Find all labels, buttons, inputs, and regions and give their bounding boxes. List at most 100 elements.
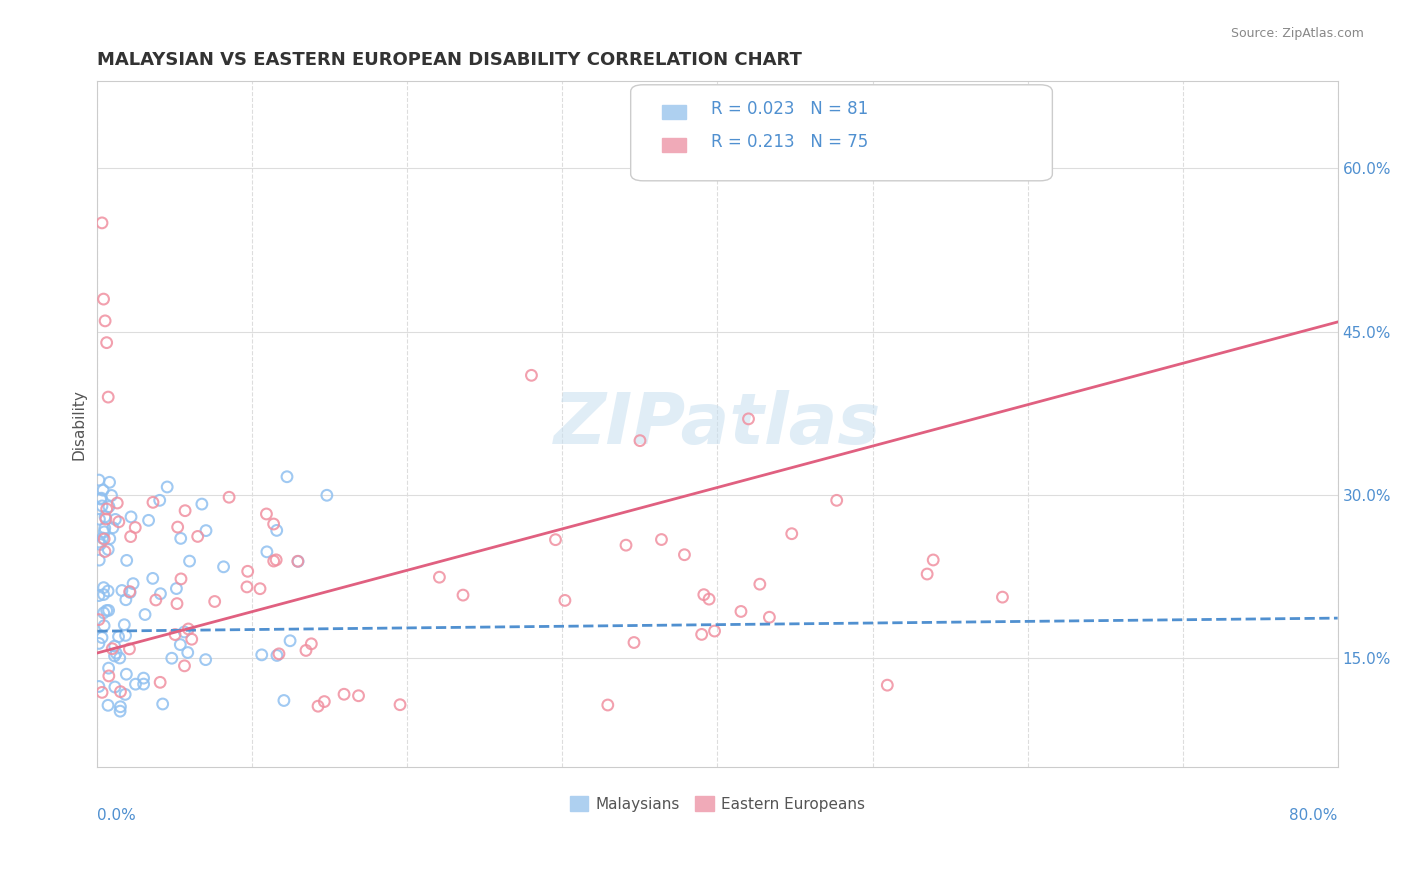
Eastern Europeans bbox=[267, 647, 290, 661]
Malaysians bbox=[134, 607, 156, 622]
FancyBboxPatch shape bbox=[631, 85, 1052, 181]
Malaysians bbox=[111, 583, 134, 598]
Malaysians bbox=[91, 483, 114, 497]
Malaysians bbox=[165, 582, 187, 596]
Eastern Europeans bbox=[180, 632, 202, 647]
Malaysians bbox=[87, 589, 110, 603]
Eastern Europeans bbox=[693, 588, 716, 602]
Eastern Europeans bbox=[614, 538, 637, 552]
Malaysians bbox=[89, 512, 111, 526]
Eastern Europeans bbox=[166, 520, 188, 534]
Malaysians bbox=[93, 588, 115, 602]
Malaysians bbox=[93, 606, 115, 620]
Malaysians bbox=[91, 631, 114, 645]
Eastern Europeans bbox=[758, 610, 780, 624]
Eastern Europeans bbox=[236, 580, 259, 594]
Eastern Europeans bbox=[264, 553, 287, 567]
Malaysians bbox=[138, 513, 160, 527]
Eastern Europeans bbox=[97, 669, 120, 683]
Eastern Europeans bbox=[520, 368, 543, 383]
Malaysians bbox=[104, 512, 127, 526]
Malaysians bbox=[97, 661, 120, 675]
FancyBboxPatch shape bbox=[662, 138, 686, 152]
Eastern Europeans bbox=[737, 412, 759, 426]
Malaysians bbox=[87, 680, 110, 694]
Malaysians bbox=[266, 524, 288, 538]
Malaysians bbox=[266, 648, 288, 663]
Malaysians bbox=[195, 524, 218, 538]
Legend: Malaysians, Eastern Europeans: Malaysians, Eastern Europeans bbox=[564, 789, 872, 818]
Malaysians bbox=[93, 524, 115, 539]
Eastern Europeans bbox=[263, 516, 285, 531]
Malaysians bbox=[112, 617, 135, 632]
Eastern Europeans bbox=[314, 695, 336, 709]
Eastern Europeans bbox=[94, 314, 117, 328]
Malaysians bbox=[256, 545, 278, 559]
Malaysians bbox=[132, 671, 155, 685]
Malaysians bbox=[124, 677, 146, 691]
Eastern Europeans bbox=[124, 520, 146, 534]
Eastern Europeans bbox=[780, 526, 803, 541]
Malaysians bbox=[97, 542, 120, 557]
Malaysians bbox=[89, 537, 111, 551]
Eastern Europeans bbox=[876, 678, 898, 692]
Eastern Europeans bbox=[204, 594, 226, 608]
Malaysians bbox=[91, 499, 114, 513]
Eastern Europeans bbox=[142, 495, 165, 509]
Eastern Europeans bbox=[307, 699, 329, 714]
Malaysians bbox=[273, 693, 295, 707]
Malaysians bbox=[93, 581, 115, 595]
Eastern Europeans bbox=[703, 624, 725, 638]
Eastern Europeans bbox=[108, 515, 131, 529]
Eastern Europeans bbox=[173, 658, 195, 673]
Malaysians bbox=[103, 648, 125, 663]
Malaysians bbox=[97, 603, 120, 617]
Malaysians bbox=[179, 554, 201, 568]
Eastern Europeans bbox=[118, 584, 141, 599]
Eastern Europeans bbox=[922, 553, 945, 567]
Eastern Europeans bbox=[91, 685, 114, 699]
Malaysians bbox=[110, 699, 132, 714]
Malaysians bbox=[173, 624, 195, 639]
Eastern Europeans bbox=[218, 490, 240, 504]
Malaysians bbox=[104, 639, 127, 653]
Y-axis label: Disability: Disability bbox=[72, 389, 86, 459]
Malaysians bbox=[170, 532, 193, 546]
Eastern Europeans bbox=[287, 554, 309, 568]
Eastern Europeans bbox=[596, 698, 619, 712]
Eastern Europeans bbox=[295, 643, 318, 657]
Eastern Europeans bbox=[299, 637, 322, 651]
Malaysians bbox=[90, 491, 112, 506]
Malaysians bbox=[278, 633, 301, 648]
Malaysians bbox=[191, 497, 214, 511]
Eastern Europeans bbox=[118, 641, 141, 656]
Eastern Europeans bbox=[825, 493, 848, 508]
Eastern Europeans bbox=[94, 512, 117, 526]
Eastern Europeans bbox=[254, 507, 277, 521]
Malaysians bbox=[91, 531, 114, 545]
Eastern Europeans bbox=[93, 292, 115, 306]
Eastern Europeans bbox=[87, 613, 110, 627]
Eastern Europeans bbox=[544, 533, 567, 547]
Eastern Europeans bbox=[97, 390, 120, 404]
Eastern Europeans bbox=[96, 502, 118, 516]
Malaysians bbox=[152, 697, 174, 711]
Malaysians bbox=[114, 687, 136, 701]
Eastern Europeans bbox=[149, 675, 172, 690]
Eastern Europeans bbox=[110, 684, 132, 698]
Eastern Europeans bbox=[263, 554, 285, 568]
Malaysians bbox=[194, 652, 217, 666]
Eastern Europeans bbox=[451, 588, 474, 602]
Eastern Europeans bbox=[690, 627, 713, 641]
Eastern Europeans bbox=[347, 689, 370, 703]
Malaysians bbox=[156, 480, 179, 494]
Text: R = 0.213   N = 75: R = 0.213 N = 75 bbox=[711, 133, 869, 151]
Eastern Europeans bbox=[915, 567, 938, 582]
Malaysians bbox=[276, 469, 298, 483]
Malaysians bbox=[115, 667, 138, 681]
Eastern Europeans bbox=[650, 533, 672, 547]
Malaysians bbox=[142, 571, 165, 585]
Eastern Europeans bbox=[174, 504, 197, 518]
Malaysians bbox=[149, 493, 172, 508]
Text: Source: ZipAtlas.com: Source: ZipAtlas.com bbox=[1230, 27, 1364, 40]
